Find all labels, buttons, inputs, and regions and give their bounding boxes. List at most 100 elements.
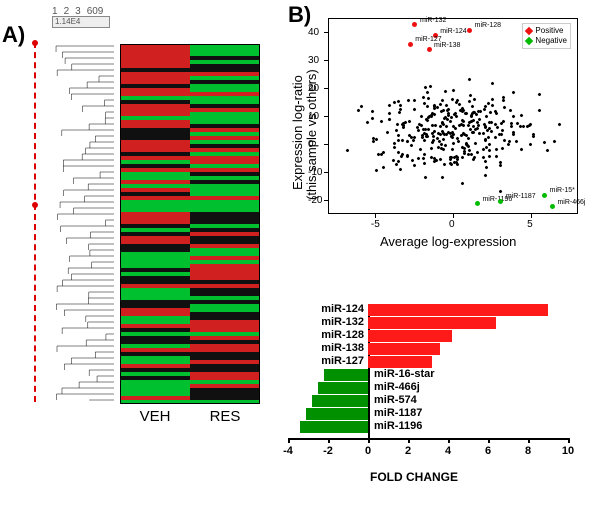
scatter-point [441, 138, 445, 142]
scatter-point [440, 98, 444, 102]
barchart-bar [368, 304, 548, 316]
scatter-point [472, 97, 476, 101]
scatter-point [502, 106, 506, 110]
scatter-negative-label: miR-1187 [506, 193, 536, 200]
barchart-xticklabel: -4 [283, 445, 293, 457]
scatter-ytick [324, 32, 328, 33]
scatter-point [494, 147, 498, 151]
barchart-bar-label: miR-132 [321, 316, 364, 328]
scatter-ytick [324, 88, 328, 89]
scatter-point [503, 138, 507, 142]
scatter-point [426, 91, 430, 95]
scatter-point [481, 132, 485, 136]
scatter-ytick [324, 116, 328, 117]
scatter-point [393, 145, 397, 149]
scatter-point [444, 143, 448, 147]
scatter-point [412, 163, 416, 167]
barchart-bar [300, 421, 368, 433]
scatter-point [423, 152, 427, 156]
barchart-xticklabel: 6 [485, 445, 491, 457]
scatter-yticklabel: -10 [308, 167, 324, 178]
scatter-point [501, 98, 505, 102]
scatter-positive-point [407, 41, 414, 48]
scatter-negative-point [541, 192, 548, 199]
scatter-point [434, 123, 438, 127]
scatter-point [511, 91, 515, 95]
scatter-point [422, 162, 426, 166]
scatter-positive-label: miR-128 [475, 22, 501, 29]
scatter-point [542, 140, 546, 144]
scatter-point [426, 96, 430, 100]
scatter-point [422, 156, 426, 160]
scatter-yticklabel: 40 [308, 27, 324, 38]
scatter-point [396, 133, 400, 137]
scatter-point [429, 147, 433, 151]
scatter-point [508, 108, 512, 112]
scatter-point [396, 159, 400, 163]
barchart-bar-label: miR-1187 [374, 407, 422, 419]
scatter-point [468, 94, 472, 98]
scatter-xticklabel: -5 [371, 219, 380, 230]
barchart-bar [368, 330, 452, 342]
barchart-bar-label: miR-127 [321, 355, 364, 367]
barchart-xticklabel: 10 [562, 445, 574, 457]
scatter-positive-label: miR-124 [440, 28, 466, 35]
barchart-xticklabel: 0 [365, 445, 371, 457]
barchart-xtick [408, 438, 410, 443]
heatmap-cell [120, 400, 190, 404]
barchart-xtick [328, 438, 330, 443]
scatter-point [483, 159, 487, 163]
legend-marker [525, 27, 533, 35]
scatter-point [514, 140, 518, 144]
scatter-point [499, 164, 503, 168]
barchart-xtick [368, 438, 370, 443]
barchart-bar [368, 317, 496, 329]
scatter-yticklabel: -20 [308, 195, 324, 206]
scatter-point [393, 142, 397, 146]
scatter-point [491, 104, 495, 108]
scatter-point [452, 88, 456, 92]
panel-a-label: A) [2, 22, 25, 48]
scatter-point [386, 131, 390, 135]
panel-c-barchart: miR-124miR-132miR-128miR-138miR-127miR-1… [228, 300, 588, 500]
scatter-positive-point [466, 27, 473, 34]
heatmap-red-dendro-marker [34, 42, 44, 402]
barchart-bar-label: miR-128 [321, 329, 364, 341]
scatter-point [423, 175, 427, 179]
scatter-point [552, 139, 556, 143]
scatter-point [382, 165, 386, 169]
barchart-bar-label: miR-124 [321, 303, 364, 315]
scatter-point [498, 160, 502, 164]
barchart-bar [368, 343, 440, 355]
scatter-point [498, 189, 502, 193]
scatter-point [484, 165, 488, 169]
scatter-point [412, 99, 416, 103]
scatter-point [483, 139, 487, 143]
scatter-point [442, 147, 446, 151]
scatter-point [359, 104, 363, 108]
scatter-point [438, 158, 442, 162]
scatter-xtick [453, 214, 454, 218]
heatmap-row-dendrogram [46, 44, 116, 404]
scatter-point [499, 122, 503, 126]
legend-label: Negative [535, 36, 567, 45]
barchart-xtick [528, 438, 530, 443]
scatter-point [392, 100, 396, 104]
scatter-point [511, 133, 515, 137]
scatter-point [387, 112, 391, 116]
scatter-point [461, 123, 465, 127]
scatter-positive-label: miR-132 [420, 17, 446, 24]
panel-b-scatter: Expression log-ratio (this sample vs oth… [280, 12, 590, 254]
scatter-point [532, 134, 536, 138]
scatter-negative-label: miR-466j [557, 199, 585, 206]
scatter-point [406, 98, 410, 102]
scatter-point [494, 154, 498, 158]
scatter-point [443, 89, 447, 93]
scatter-point [508, 139, 512, 143]
scatter-point [387, 104, 391, 108]
scatter-positive-point [411, 21, 418, 28]
scatter-point [419, 115, 423, 119]
scatter-point [525, 124, 529, 128]
scatter-point [418, 147, 422, 151]
scatter-point [421, 95, 425, 99]
